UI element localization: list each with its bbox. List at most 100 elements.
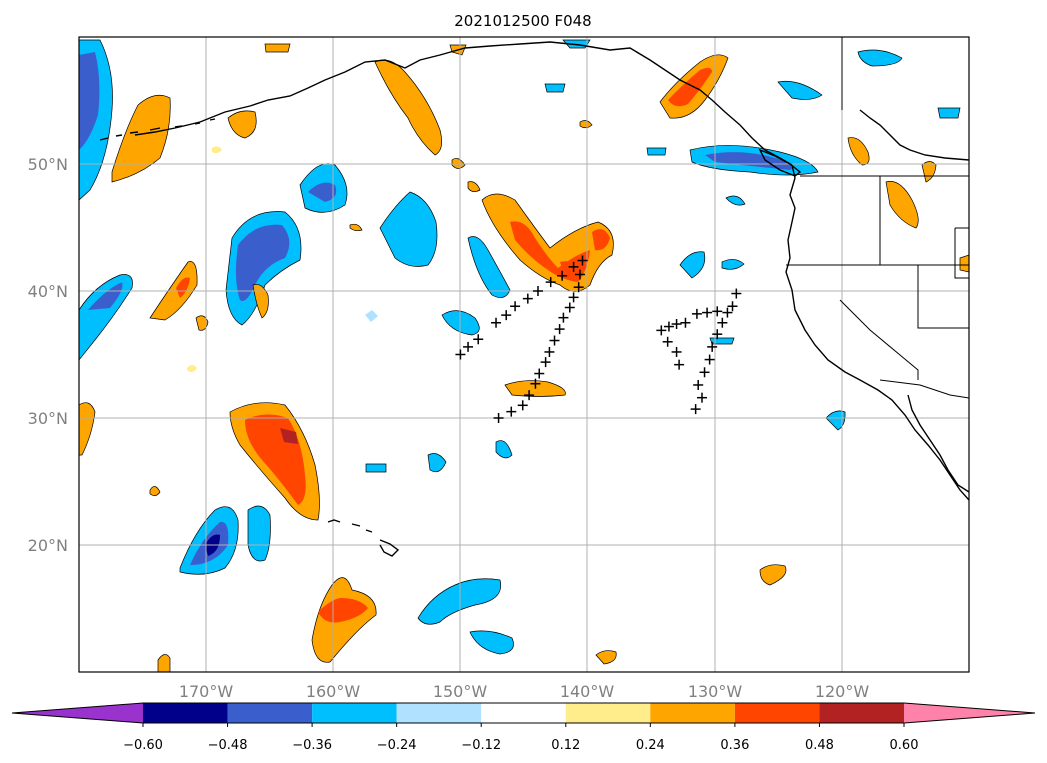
hawaii-islands <box>327 519 400 557</box>
track-marker <box>463 341 474 352</box>
map-background <box>79 37 969 672</box>
contour-patch <box>365 310 378 322</box>
colorbar: −0.60 −0.48 −0.36 −0.24 −0.12 0.12 0.24 0.36 0.4… <box>11 702 1036 753</box>
contour-patch <box>79 52 100 150</box>
colorbar-tick-label: 0.36 <box>720 738 749 753</box>
contour-patch <box>247 505 271 562</box>
contour-patch <box>379 191 438 267</box>
track-marker <box>712 329 723 340</box>
contour-patch <box>252 284 269 319</box>
anomaly-contours <box>79 39 969 672</box>
colorbar-segment <box>312 703 397 723</box>
colorbar-tick-label: −0.36 <box>292 738 332 753</box>
contour-patch <box>495 440 513 459</box>
track-marker <box>573 282 584 293</box>
colorbar-segment <box>819 703 904 723</box>
canada-coastal-islands <box>859 109 969 161</box>
contour-patch <box>441 310 480 336</box>
contour-patch <box>308 182 337 202</box>
track-marker <box>522 293 533 304</box>
contour-patch <box>679 251 706 279</box>
contour-patch <box>349 223 363 232</box>
track-marker <box>568 292 579 303</box>
track-marker <box>558 312 569 323</box>
figure-title: 2021012500 F048 <box>454 12 591 30</box>
contour-patch <box>365 463 387 473</box>
track-marker <box>506 406 517 417</box>
track-marker <box>702 307 713 318</box>
baja-coastline <box>907 394 969 493</box>
track-marker <box>693 379 704 390</box>
contour-patch <box>264 43 291 53</box>
contour-patch <box>705 152 793 170</box>
track-marker <box>662 336 673 347</box>
lat-label: 20°N <box>28 536 68 555</box>
latitude-labels: 50°N 40°N 30°N 20°N <box>28 155 68 555</box>
colorbar-segment <box>650 703 735 723</box>
contour-patch <box>195 315 209 331</box>
track-marker <box>568 261 579 272</box>
contour-patch <box>318 598 368 623</box>
contour-patch <box>544 83 566 93</box>
lon-label: 150°W <box>433 682 488 701</box>
track-marker <box>540 357 551 368</box>
contour-patch <box>79 402 96 456</box>
contour-patch <box>157 654 171 672</box>
political-borders <box>786 37 969 399</box>
map-panel <box>78 36 970 673</box>
track-marker <box>577 255 588 266</box>
track-marker <box>727 301 738 312</box>
track-marker <box>517 400 528 411</box>
contour-patch <box>374 59 442 156</box>
track-marker <box>545 277 556 288</box>
track-marker <box>712 306 723 317</box>
contour-patch <box>825 410 846 431</box>
contour-patch <box>149 486 161 496</box>
track-marker <box>722 307 733 318</box>
track-marker <box>717 317 728 328</box>
colorbar-tick-label: 0.60 <box>890 738 919 753</box>
track-marker <box>731 288 742 299</box>
track-marker <box>704 354 715 365</box>
track-marker <box>501 310 512 321</box>
contour-patch <box>595 650 617 665</box>
colorbar-segment <box>565 703 651 723</box>
contour-patch <box>187 365 197 373</box>
colorbar-tick-label: 0.24 <box>636 738 665 753</box>
colorbar-tick-label: −0.24 <box>377 738 417 753</box>
contour-patch <box>467 236 511 298</box>
contour-patch <box>469 630 514 655</box>
track-marker <box>544 346 555 357</box>
lon-label: 160°W <box>306 682 361 701</box>
contour-patch <box>857 49 903 67</box>
track-marker <box>690 404 701 415</box>
colorbar-segment <box>481 703 566 723</box>
colorbar-extend-max <box>904 703 1035 723</box>
contour-patch <box>721 259 745 270</box>
contour-patch <box>709 337 735 345</box>
colorbar-tick-label: −0.48 <box>208 738 248 753</box>
alaska-coastline <box>134 41 793 166</box>
colorbar-segment <box>227 703 313 723</box>
colorbar-segment <box>734 703 820 723</box>
contour-patch <box>79 274 133 361</box>
contour-patch <box>847 137 870 166</box>
north-america-west-coastline <box>785 164 969 501</box>
track-marker <box>532 286 543 296</box>
longitude-labels: 170°W 160°W 150°W 140°W 130°W 120°W <box>179 682 870 701</box>
lat-label: 40°N <box>28 282 68 301</box>
track-marker <box>491 317 502 328</box>
negative-anomaly-regions <box>79 39 961 655</box>
aleutian-islands <box>99 118 216 141</box>
track-marker <box>697 392 707 403</box>
track-marker <box>524 390 535 401</box>
contour-patch <box>235 224 290 301</box>
colorbar-tick-label: −0.60 <box>123 738 163 753</box>
colorbar-segment <box>143 703 228 723</box>
track-marker <box>671 346 682 357</box>
lon-label: 140°W <box>560 682 615 701</box>
track-marker <box>554 324 565 335</box>
vancouver-island-coastline <box>758 148 802 177</box>
track-marker <box>510 301 521 312</box>
track-marker <box>663 321 674 332</box>
